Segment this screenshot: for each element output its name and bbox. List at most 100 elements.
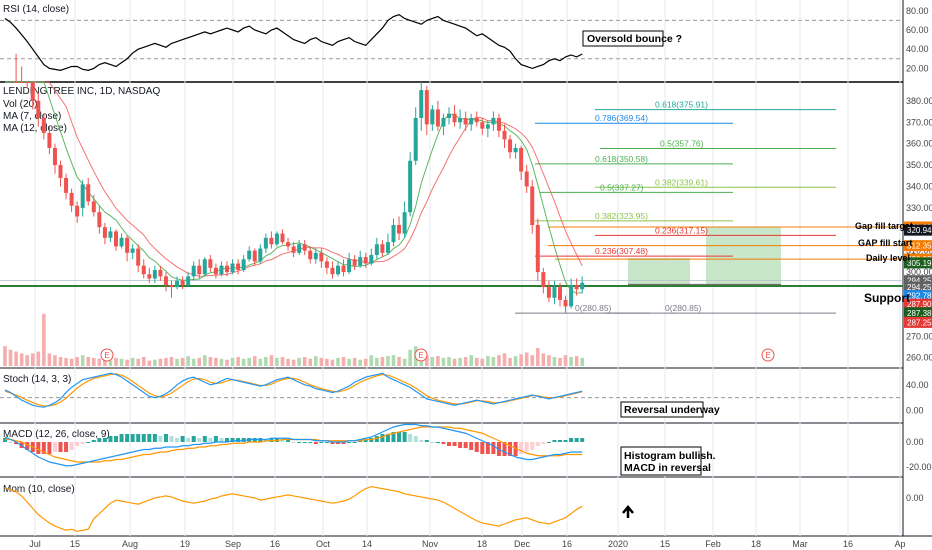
- candle-body: [263, 237, 268, 249]
- price-tag-label: 287.90: [907, 300, 932, 309]
- candle-body: [258, 248, 263, 262]
- volume-bar: [58, 357, 63, 366]
- volume-bar: [86, 357, 91, 366]
- macd-histogram-bar: [391, 432, 396, 442]
- volume-bar: [8, 349, 13, 366]
- macd-note-2: MACD in reversal: [624, 462, 711, 474]
- macd-histogram-bar: [41, 442, 46, 454]
- volume-bar: [469, 355, 473, 366]
- candle-body: [225, 265, 229, 273]
- volume-bar: [391, 355, 396, 366]
- macd-histogram-bar: [347, 442, 352, 443]
- price-tick-label: 340.00: [906, 181, 932, 191]
- volume-bar: [30, 353, 35, 366]
- macd-histogram-bar: [286, 440, 291, 442]
- volume-bar: [580, 357, 584, 366]
- annotations: Oversold bounce ? Reversal underway Hist…: [582, 30, 720, 476]
- price-tag: [904, 307, 932, 319]
- volume-bar: [69, 358, 74, 366]
- volume-bar: [197, 357, 202, 366]
- volume-bar: [508, 357, 512, 366]
- candle-body: [574, 284, 579, 290]
- candle-body: [374, 244, 379, 255]
- candle-body: [502, 130, 507, 140]
- price-tick-label: 300.00: [906, 267, 932, 277]
- candle-body: [469, 117, 474, 125]
- macd-histogram-bar: [191, 436, 196, 442]
- macd-histogram-bar: [513, 442, 518, 456]
- macd-histogram-bar: [452, 442, 457, 446]
- candle-body: [491, 117, 496, 125]
- volume-bar: [314, 356, 318, 366]
- macd-histogram-bar: [36, 442, 41, 454]
- volume-bar: [547, 355, 551, 366]
- fib-label: 0.236(317.15): [655, 225, 708, 235]
- gap-fill-start-label: GAP fill start: [858, 238, 912, 248]
- rsi-tick-label: 40.00: [906, 44, 929, 54]
- volume-bar: [474, 357, 479, 366]
- earnings-marker-label: E: [104, 351, 109, 360]
- macd-histogram-bar: [408, 434, 413, 442]
- volume-bar: [502, 353, 507, 366]
- macd-histogram-bar: [474, 442, 479, 452]
- macd-histogram-bar: [580, 438, 585, 442]
- volume-bar: [380, 357, 385, 366]
- candle-body: [441, 117, 446, 127]
- volume-bar: [308, 358, 313, 366]
- level-labels: Gap fill target GAP fill start Daily lev…: [855, 221, 913, 305]
- candle-body: [230, 263, 235, 273]
- macd-histogram-bar: [47, 442, 52, 454]
- macd-histogram-bar: [435, 442, 440, 443]
- candle-body: [480, 122, 485, 129]
- macd-histogram-bar: [197, 438, 202, 442]
- macd-histogram-bar: [236, 438, 241, 442]
- volume-bar: [214, 357, 218, 366]
- candle-body: [463, 117, 468, 125]
- x-tick-label: Ap: [894, 539, 905, 549]
- candle-body: [430, 109, 435, 125]
- candle-body: [86, 184, 91, 202]
- earnings-marker-icon: [761, 348, 775, 362]
- macd-histogram-bar: [119, 434, 124, 442]
- x-tick-label: 18: [751, 539, 761, 549]
- macd-histogram-bar: [563, 440, 568, 442]
- macd-histogram-bar: [519, 442, 524, 454]
- macd-histogram-bar: [397, 432, 402, 442]
- volume-bar: [336, 357, 340, 366]
- macd-histogram-bar: [208, 438, 213, 442]
- volume-bar: [480, 358, 485, 366]
- candle-body: [569, 284, 574, 307]
- price-tick-label: 260.00: [906, 353, 932, 363]
- candle-body: [341, 265, 346, 273]
- volume-bar: [491, 357, 496, 366]
- macd-histogram-bar: [175, 438, 180, 442]
- x-tick-label: 15: [660, 539, 670, 549]
- candle-body: [75, 205, 80, 217]
- rsi-note: Oversold bounce ?: [587, 33, 682, 45]
- volume-bar: [19, 353, 24, 366]
- up-arrow-icon: [622, 505, 634, 518]
- volume-bar: [153, 359, 157, 366]
- volume-bar: [291, 359, 296, 366]
- volume-bar: [103, 359, 107, 366]
- volume-bar: [397, 357, 401, 366]
- volume-bar: [275, 357, 279, 366]
- macd-histogram-bar: [80, 442, 85, 444]
- volume-bar: [325, 358, 329, 366]
- candle-body: [269, 237, 274, 245]
- volume-bar: [463, 357, 468, 366]
- candle-body: [247, 250, 252, 260]
- price-tick-label: 350.00: [906, 160, 932, 170]
- volume-bar: [158, 358, 163, 366]
- daily-level-label: Daily level: [866, 253, 910, 263]
- mom-title: Mom (10, close): [3, 484, 75, 495]
- candle-body: [330, 267, 335, 275]
- candle-body: [163, 276, 168, 285]
- momentum-line: [4, 485, 583, 532]
- macd-histogram-bar: [19, 442, 24, 448]
- fib-label: 0.382(339.61): [655, 177, 708, 187]
- volume-bar: [552, 357, 557, 366]
- rsi-tick-label: 20.00: [906, 63, 929, 73]
- macd-histogram-bar: [291, 442, 296, 443]
- macd-histogram-bar: [125, 434, 130, 442]
